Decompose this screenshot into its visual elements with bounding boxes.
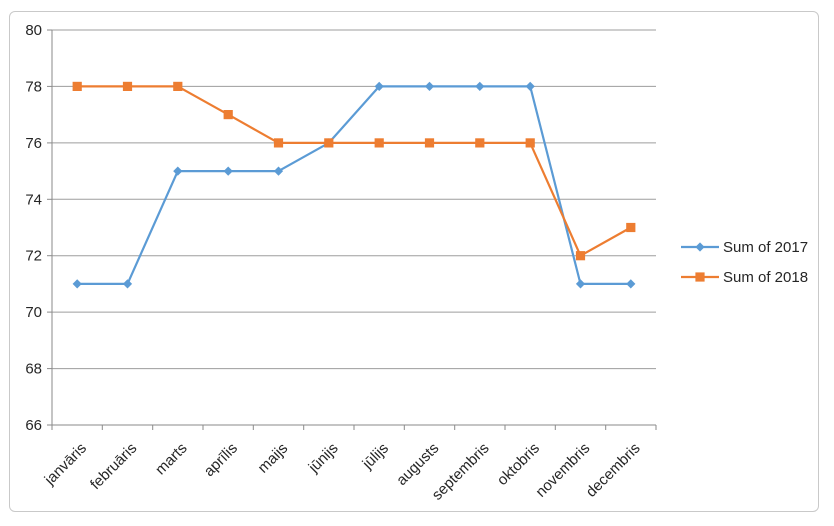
svg-text:80: 80	[25, 22, 42, 39]
legend-label-2017: Sum of 2017	[723, 238, 809, 256]
svg-text:oktobris: oktobris	[494, 440, 543, 489]
svg-text:aprīlis: aprīlis	[201, 440, 241, 480]
y-gridlines	[52, 29, 656, 370]
svg-text:70: 70	[25, 304, 42, 321]
svg-text:janvāris: janvāris	[41, 440, 90, 489]
svg-text:66: 66	[25, 417, 42, 434]
legend-item-sum-of-2018[interactable]: Sum of 2018	[680, 262, 808, 292]
chart-frame: 66 68 70 72 74 76 78 80 janvāris februāris marts ap…	[9, 11, 819, 512]
svg-text:72: 72	[25, 248, 42, 265]
svg-text:jūlijs: jūlijs	[359, 440, 392, 473]
legend-item-sum-of-2017[interactable]: Sum of 2017	[680, 232, 808, 262]
legend-marker-diamond-icon	[681, 242, 719, 252]
svg-text:68: 68	[25, 361, 42, 378]
svg-text:decembris: decembris	[583, 440, 644, 501]
svg-text:augusts: augusts	[393, 440, 442, 489]
series-sum-of-2017	[72, 81, 636, 289]
svg-text:76: 76	[25, 135, 42, 152]
axis-ticks	[47, 29, 657, 430]
y-axis-labels: 66 68 70 72 74 76 78 80	[25, 22, 42, 434]
legend-label-2018: Sum of 2018	[723, 268, 809, 286]
svg-text:marts: marts	[152, 440, 191, 479]
svg-text:78: 78	[25, 78, 42, 95]
svg-text:februāris: februāris	[87, 440, 140, 493]
series-sum-of-2018	[72, 81, 636, 261]
svg-text:74: 74	[25, 191, 42, 208]
chart-legend: Sum of 2017 Sum of 2018	[680, 232, 808, 292]
svg-text:jūnijs: jūnijs	[305, 440, 342, 477]
legend-marker-square-icon	[681, 272, 719, 282]
svg-text:maijs: maijs	[255, 440, 292, 477]
